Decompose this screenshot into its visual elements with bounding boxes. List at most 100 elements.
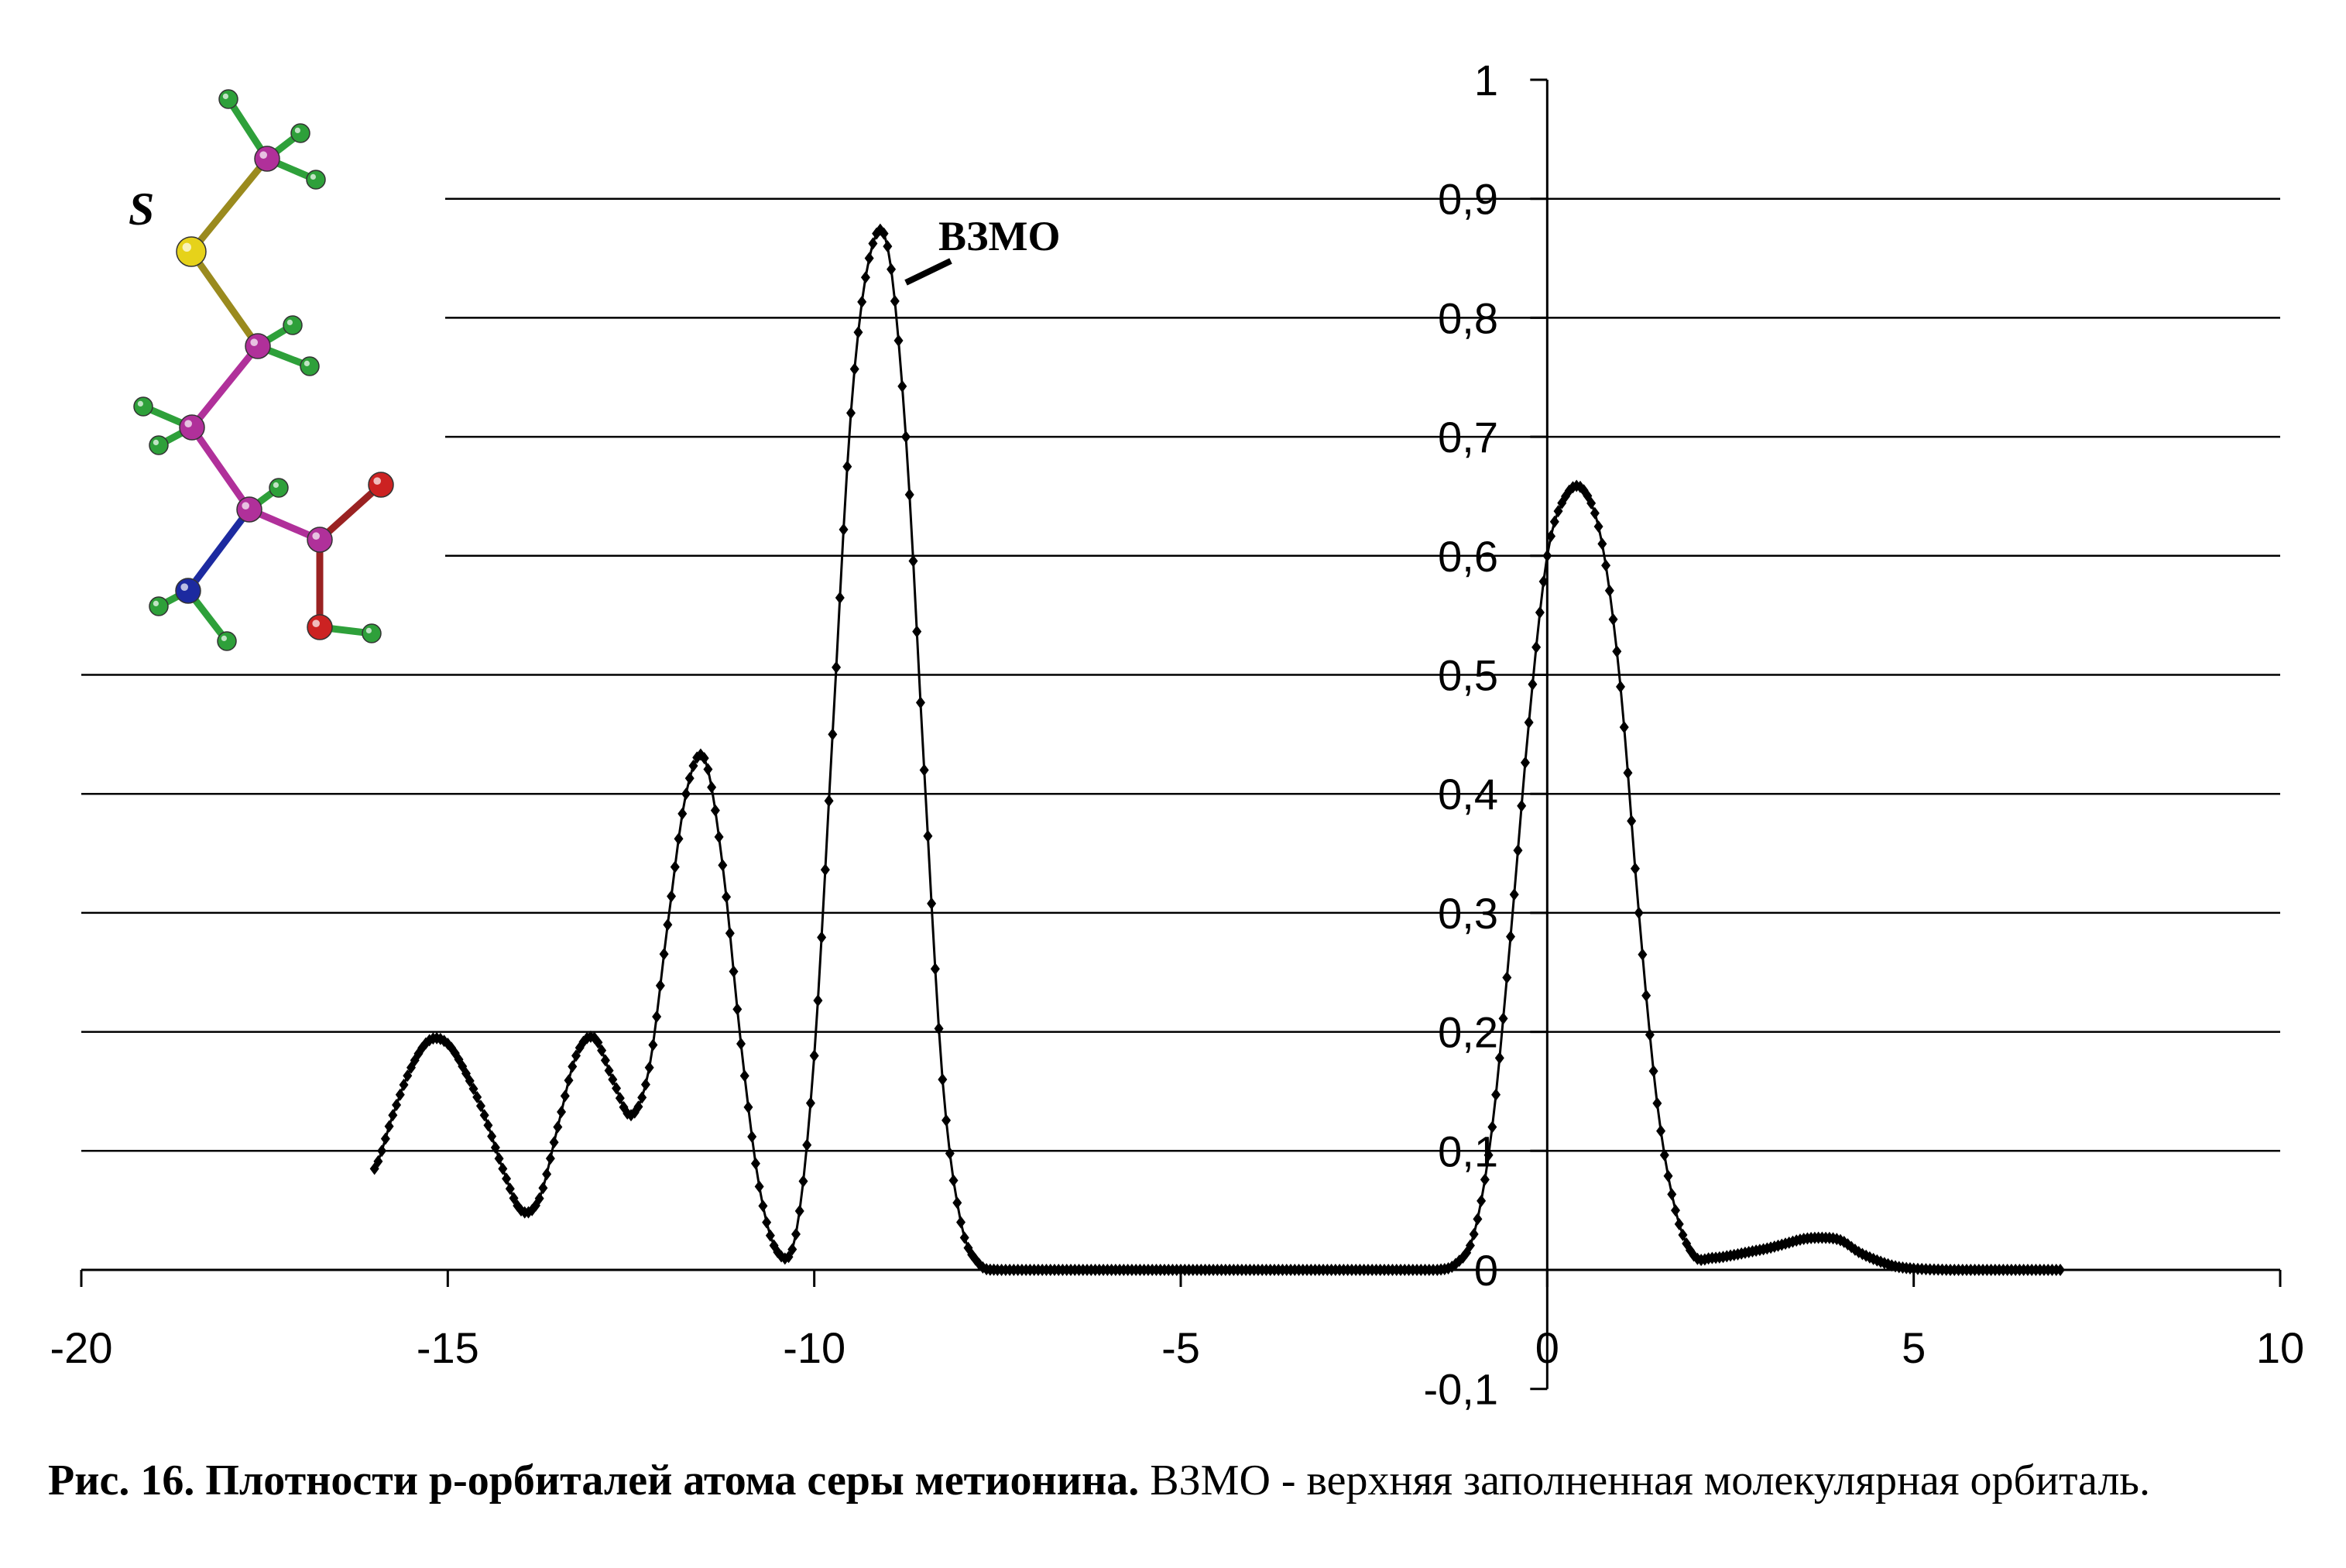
atom-highlight xyxy=(294,127,300,133)
y-tick-label: 0,4 xyxy=(1438,770,1498,818)
bond xyxy=(187,155,271,256)
data-point xyxy=(952,1196,962,1209)
data-point xyxy=(739,1069,749,1083)
atom-highlight xyxy=(221,635,227,642)
data-point xyxy=(901,431,911,444)
data-point xyxy=(743,1100,753,1113)
data-point xyxy=(1538,575,1549,588)
data-point xyxy=(934,1022,944,1035)
data-point xyxy=(557,1106,567,1119)
data-point xyxy=(718,859,728,872)
atom-highlight xyxy=(180,583,188,591)
data-point xyxy=(959,1231,969,1244)
data-point xyxy=(1509,888,1519,901)
data-point xyxy=(384,1120,394,1133)
annotation-label: ВЗМО xyxy=(938,213,1061,259)
atom-highlight xyxy=(137,400,143,407)
caption-bold: Рис. 16. Плотности p-орбиталей атома сер… xyxy=(48,1456,1140,1505)
x-tick-label: 10 xyxy=(2256,1323,2304,1372)
data-point xyxy=(1524,715,1534,729)
data-point xyxy=(1498,1012,1508,1025)
data-point xyxy=(941,1113,952,1127)
data-point xyxy=(1630,862,1640,875)
data-point xyxy=(538,1182,548,1195)
data-point xyxy=(710,804,720,817)
data-point xyxy=(1465,1239,1475,1252)
hydrogen-atom xyxy=(362,623,382,643)
data-point xyxy=(820,863,830,877)
data-point xyxy=(725,927,735,940)
data-point xyxy=(388,1109,398,1122)
data-point xyxy=(1483,1148,1494,1161)
data-point xyxy=(681,787,691,801)
carbon-atom xyxy=(236,496,262,523)
data-point xyxy=(887,262,897,276)
data-point xyxy=(1535,606,1545,619)
data-point xyxy=(1656,1124,1666,1137)
data-point xyxy=(1506,930,1515,943)
data-point xyxy=(883,240,893,253)
data-point xyxy=(923,829,933,842)
y-tick-label: 0,3 xyxy=(1438,889,1498,938)
data-point xyxy=(542,1168,552,1181)
hydrogen-atom xyxy=(133,396,153,417)
data-point xyxy=(1638,948,1648,961)
data-point xyxy=(1604,584,1614,597)
data-point xyxy=(377,1144,387,1158)
data-point xyxy=(1517,799,1527,812)
data-point xyxy=(472,1090,482,1103)
data-point xyxy=(1586,496,1597,510)
data-point xyxy=(560,1089,570,1103)
data-point xyxy=(956,1216,965,1229)
data-point xyxy=(1528,678,1538,691)
data-point xyxy=(1663,1169,1673,1182)
data-point xyxy=(791,1227,801,1240)
data-point xyxy=(1641,989,1651,1002)
data-point xyxy=(553,1120,563,1134)
data-point xyxy=(1648,1065,1658,1078)
hydrogen-atom xyxy=(306,170,326,190)
atom-highlight xyxy=(286,319,293,325)
data-point xyxy=(699,752,709,765)
atom-highlight xyxy=(365,627,372,634)
data-point xyxy=(750,1157,760,1170)
hydrogen-atom xyxy=(218,89,238,109)
y-tick-label: 0 xyxy=(1474,1246,1498,1295)
hydrogen-atom xyxy=(300,356,320,376)
data-point xyxy=(1520,756,1530,769)
bond xyxy=(316,481,385,544)
dos-chart: -20 -15 -10 -5 0 5 10-0,100,10,20,30,40,50,60,… xyxy=(50,56,2305,1414)
data-point xyxy=(688,760,698,773)
series-points xyxy=(369,223,2065,1276)
data-point xyxy=(604,1064,614,1077)
data-point xyxy=(1652,1096,1662,1110)
data-point xyxy=(534,1192,544,1205)
atom-highlight xyxy=(312,619,321,627)
data-point xyxy=(1469,1227,1479,1240)
data-point xyxy=(1678,1228,1688,1241)
nitrogen-atom xyxy=(175,578,201,604)
molecule-structure: S xyxy=(129,89,394,651)
grid-lines xyxy=(81,197,2280,1152)
y-tick-label: 0,6 xyxy=(1438,532,1498,581)
sulfur-atom xyxy=(176,236,207,267)
data-point xyxy=(670,860,680,873)
data-point xyxy=(509,1192,519,1205)
annotation: ВЗМО xyxy=(904,213,1061,286)
data-point xyxy=(729,965,739,978)
hydrogen-atom xyxy=(269,478,289,498)
data-point xyxy=(842,460,852,473)
data-point xyxy=(395,1088,405,1101)
atom-highlight xyxy=(304,360,310,366)
data-point xyxy=(722,890,732,904)
data-point xyxy=(1553,505,1563,518)
data-point xyxy=(714,830,724,843)
y-tick-label: 0,7 xyxy=(1438,413,1498,461)
data-point xyxy=(765,1229,775,1242)
data-point xyxy=(948,1174,959,1187)
data-point xyxy=(644,1061,654,1074)
data-point xyxy=(784,1251,794,1264)
data-point xyxy=(1619,721,1629,734)
data-point xyxy=(1531,640,1542,654)
data-point xyxy=(380,1132,390,1145)
